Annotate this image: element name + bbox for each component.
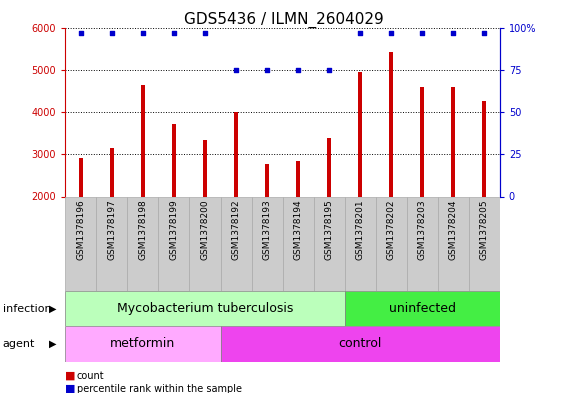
Text: agent: agent bbox=[3, 339, 35, 349]
Bar bbox=[127, 196, 158, 291]
Point bbox=[262, 66, 272, 73]
Text: GSM1378201: GSM1378201 bbox=[356, 199, 365, 260]
Text: GSM1378202: GSM1378202 bbox=[387, 199, 396, 260]
Bar bbox=[110, 148, 114, 281]
Bar bbox=[190, 196, 220, 291]
Bar bbox=[358, 72, 362, 281]
Bar bbox=[265, 164, 269, 281]
Text: ▶: ▶ bbox=[48, 339, 56, 349]
Point bbox=[387, 29, 396, 36]
Point bbox=[232, 66, 241, 73]
Bar bbox=[375, 196, 407, 291]
Point bbox=[201, 29, 210, 36]
Bar bbox=[345, 291, 500, 326]
Text: GDS5436 / ILMN_2604029: GDS5436 / ILMN_2604029 bbox=[184, 12, 384, 28]
Bar bbox=[252, 196, 283, 291]
Text: GSM1378199: GSM1378199 bbox=[169, 199, 178, 260]
Text: GSM1378198: GSM1378198 bbox=[139, 199, 148, 260]
Bar bbox=[389, 51, 393, 281]
Text: GSM1378203: GSM1378203 bbox=[417, 199, 427, 260]
Text: GSM1378204: GSM1378204 bbox=[449, 199, 458, 260]
Text: count: count bbox=[77, 371, 105, 381]
Bar bbox=[407, 196, 438, 291]
Bar bbox=[482, 101, 486, 281]
Text: GSM1378193: GSM1378193 bbox=[262, 199, 272, 260]
Bar bbox=[220, 196, 252, 291]
Text: Mycobacterium tuberculosis: Mycobacterium tuberculosis bbox=[117, 302, 293, 315]
Bar bbox=[97, 196, 127, 291]
Text: GSM1378192: GSM1378192 bbox=[232, 199, 240, 260]
Bar bbox=[220, 326, 500, 362]
Bar bbox=[296, 162, 300, 281]
Point bbox=[169, 29, 178, 36]
Point bbox=[76, 29, 85, 36]
Point bbox=[356, 29, 365, 36]
Bar bbox=[345, 196, 375, 291]
Text: control: control bbox=[339, 337, 382, 351]
Text: GSM1378195: GSM1378195 bbox=[325, 199, 333, 260]
Text: GSM1378200: GSM1378200 bbox=[201, 199, 210, 260]
Point bbox=[324, 66, 333, 73]
Bar bbox=[234, 112, 238, 281]
Bar bbox=[327, 138, 331, 281]
Text: infection: infection bbox=[3, 303, 52, 314]
Text: percentile rank within the sample: percentile rank within the sample bbox=[77, 384, 241, 393]
Point bbox=[139, 29, 148, 36]
Text: ■: ■ bbox=[65, 371, 76, 381]
Point bbox=[107, 29, 116, 36]
Bar bbox=[314, 196, 345, 291]
Text: ■: ■ bbox=[65, 384, 76, 393]
Point bbox=[417, 29, 427, 36]
Point bbox=[480, 29, 489, 36]
Bar bbox=[141, 84, 145, 281]
Text: GSM1378194: GSM1378194 bbox=[294, 199, 303, 260]
Text: uninfected: uninfected bbox=[389, 302, 456, 315]
Bar bbox=[65, 326, 220, 362]
Point bbox=[294, 66, 303, 73]
Bar bbox=[158, 196, 190, 291]
Bar bbox=[438, 196, 469, 291]
Text: ▶: ▶ bbox=[48, 303, 56, 314]
Bar bbox=[469, 196, 500, 291]
Bar bbox=[203, 140, 207, 281]
Bar bbox=[452, 87, 455, 281]
Bar bbox=[65, 291, 345, 326]
Bar bbox=[65, 196, 97, 291]
Bar bbox=[172, 124, 176, 281]
Text: GSM1378205: GSM1378205 bbox=[480, 199, 489, 260]
Bar bbox=[283, 196, 314, 291]
Text: GSM1378196: GSM1378196 bbox=[76, 199, 85, 260]
Bar bbox=[79, 158, 83, 281]
Point bbox=[449, 29, 458, 36]
Bar bbox=[420, 87, 424, 281]
Text: metformin: metformin bbox=[110, 337, 176, 351]
Text: GSM1378197: GSM1378197 bbox=[107, 199, 116, 260]
